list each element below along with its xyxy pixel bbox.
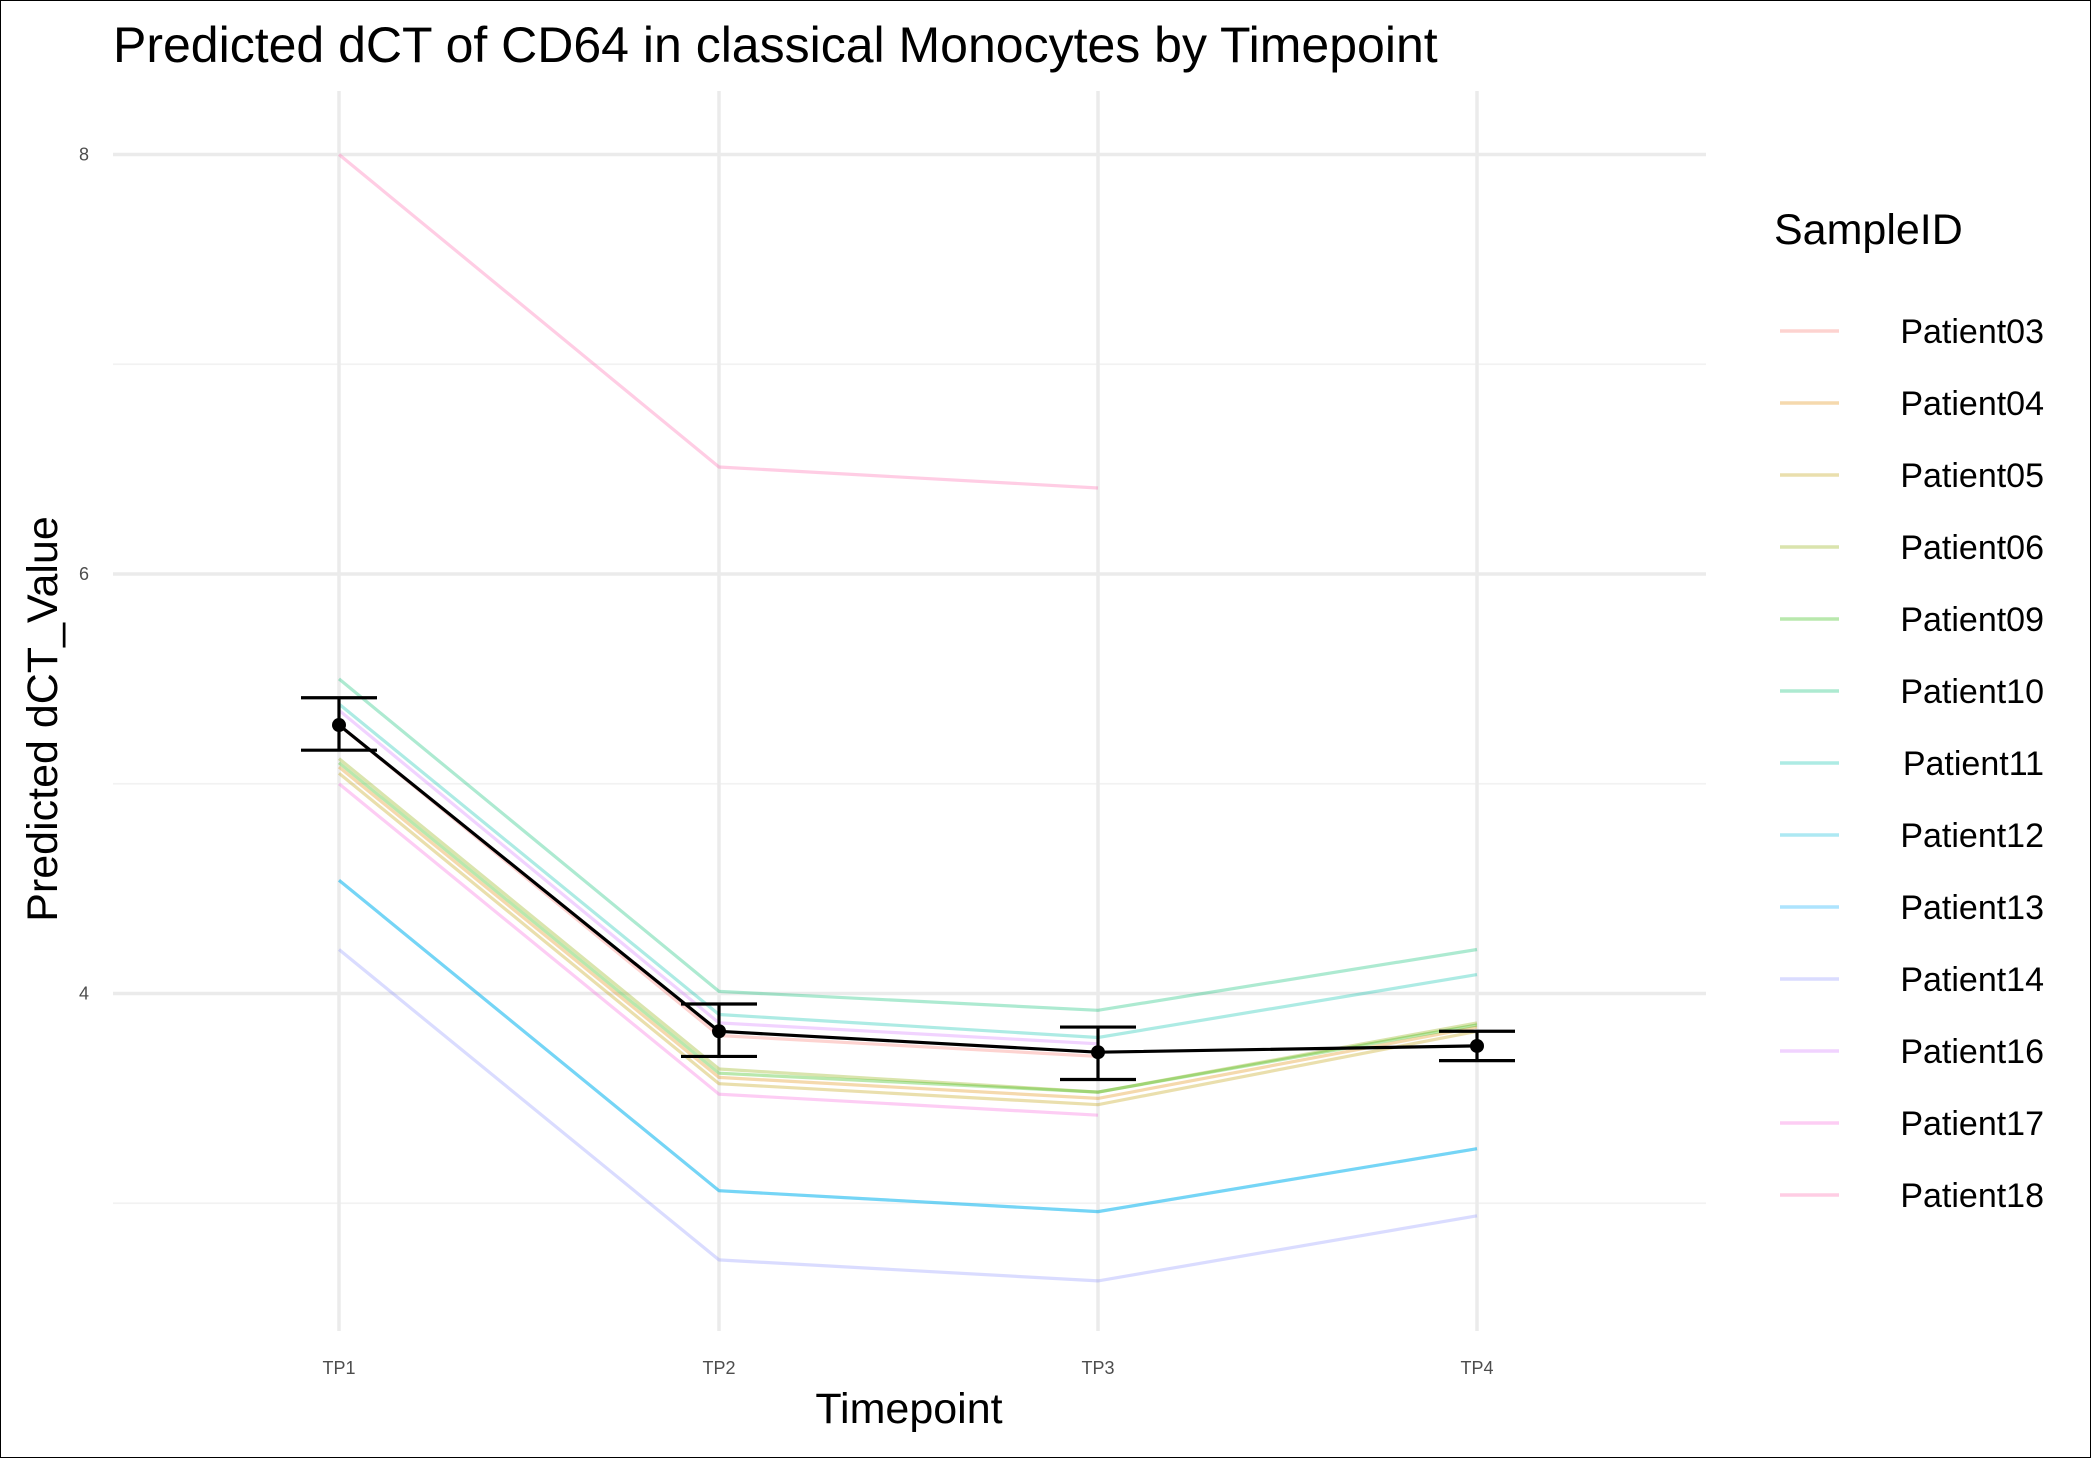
legend-label-patient16: Patient16 [1900,1033,2044,1071]
series-line-patient09 [337,761,1478,1094]
mean-summary [301,696,1515,1082]
legend-label-patient14: Patient14 [1900,961,2044,999]
legend-title: SampleID [1774,206,1963,254]
mean-point [1470,1038,1484,1053]
legend-label-patient18: Patient18 [1900,1177,2044,1215]
legend-label-patient12: Patient12 [1900,817,2044,855]
mean-point [1091,1045,1105,1060]
mean-line [337,723,1478,1054]
legend-label-patient13: Patient13 [1900,889,2044,927]
series-line-patient12 [337,878,1478,1214]
series-line-patient04 [337,765,1478,1101]
mean-point [712,1024,726,1039]
x-tick-label: TP3 [1081,1358,1114,1378]
legend-label-patient04: Patient04 [1900,385,2044,423]
series-line-patient17 [337,782,1099,1117]
grid [113,91,1706,1331]
mean-point [332,718,346,733]
y-tick-label: 6 [79,564,89,584]
series-line-patient13 [337,878,1478,1214]
series-line-patient11 [337,702,1478,1040]
series-lines [337,153,1478,1283]
legend-label-patient09: Patient09 [1900,601,2044,639]
x-axis-title: Timepoint [815,1385,1002,1433]
x-tick-label: TP4 [1460,1358,1493,1378]
legend-label-patient06: Patient06 [1900,529,2044,567]
legend-label-patient05: Patient05 [1900,457,2044,495]
x-tick-label: TP2 [702,1358,735,1378]
series-line-patient14 [337,948,1478,1283]
legend: SampleID Patient03 Patient04 Patient05 Pati… [1774,206,2044,1215]
y-tick-label: 4 [79,984,89,1004]
y-tick-label: 8 [79,145,89,165]
axis-ticks: 4 6 8 TP1 TP2 TP3 TP4 [79,145,1494,1379]
series-line-patient05 [337,772,1478,1107]
legend-label-patient17: Patient17 [1900,1105,2044,1143]
series-line-patient18 [337,153,1099,490]
y-axis-title: Predicted dCT_Value [19,516,67,922]
chart-title: Predicted dCT of CD64 in classical Monoc… [113,17,1438,73]
legend-label-patient11: Patient11 [1903,745,2044,783]
series-line-patient10 [337,677,1478,1012]
x-tick-label: TP1 [322,1358,355,1378]
legend-label-patient10: Patient10 [1900,673,2044,711]
legend-label-patient03: Patient03 [1900,313,2044,351]
series-line-patient06 [337,757,1478,1094]
